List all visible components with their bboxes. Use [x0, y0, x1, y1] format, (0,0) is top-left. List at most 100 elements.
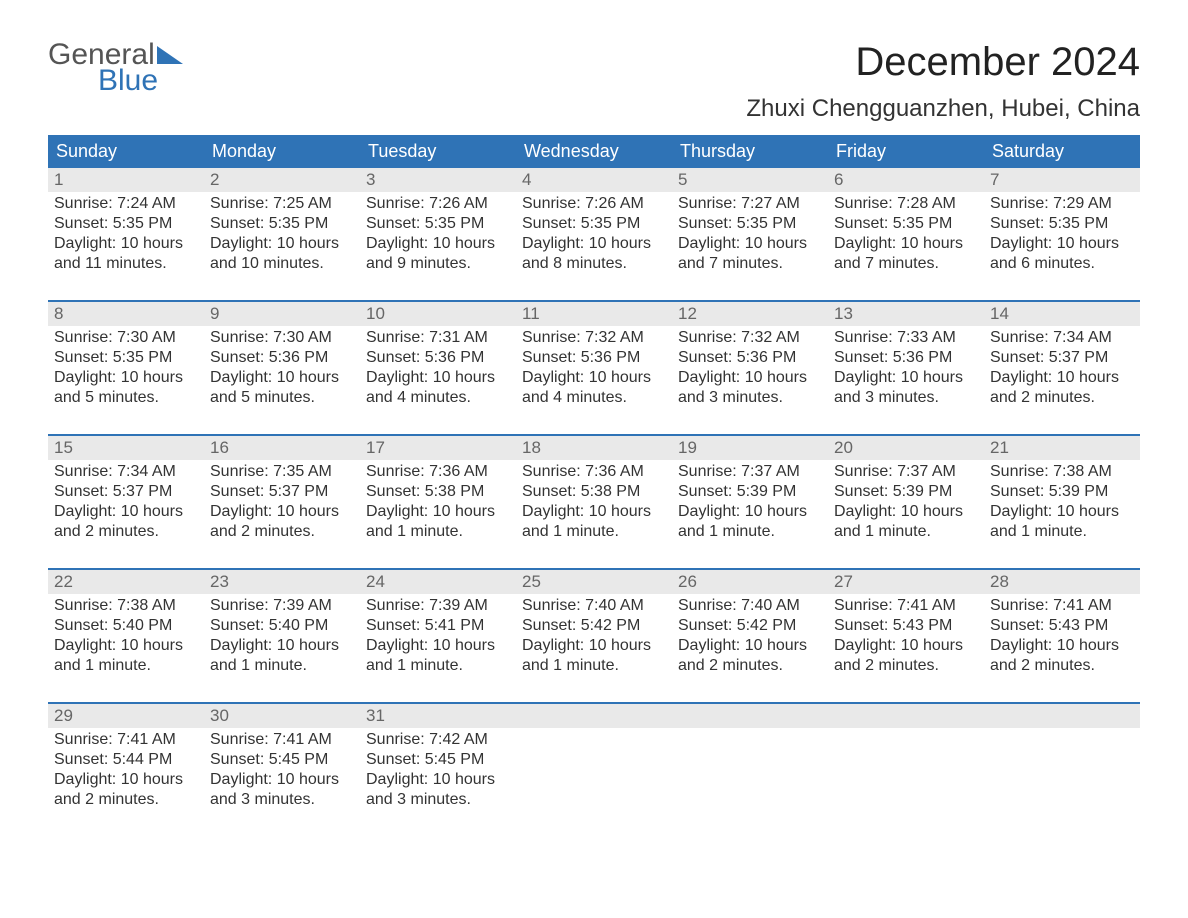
daylight-line-1: Daylight: 10 hours [210, 502, 354, 522]
dow-friday: Friday [828, 137, 984, 168]
sunrise-line: Sunrise: 7:40 AM [678, 596, 822, 616]
daylight-line-1: Daylight: 10 hours [366, 636, 510, 656]
day-number: 31 [360, 704, 516, 728]
day-number: 24 [360, 570, 516, 594]
daylight-line-1: Daylight: 10 hours [54, 502, 198, 522]
daylight-line-2: and 1 minute. [366, 522, 510, 542]
day-number-band: 15161718192021 [48, 436, 1140, 460]
sunset-line: Sunset: 5:36 PM [522, 348, 666, 368]
daylight-line-2: and 1 minute. [54, 656, 198, 676]
daylight-line-1: Daylight: 10 hours [210, 368, 354, 388]
day-number: 15 [48, 436, 204, 460]
day-cell: Sunrise: 7:33 AMSunset: 5:36 PMDaylight:… [828, 326, 984, 434]
day-number: 26 [672, 570, 828, 594]
sunrise-line: Sunrise: 7:39 AM [210, 596, 354, 616]
day-number: 22 [48, 570, 204, 594]
day-number: 7 [984, 168, 1140, 192]
day-cell: Sunrise: 7:39 AMSunset: 5:41 PMDaylight:… [360, 594, 516, 702]
sunset-line: Sunset: 5:35 PM [522, 214, 666, 234]
day-number-band: 22232425262728 [48, 570, 1140, 594]
day-cell: Sunrise: 7:36 AMSunset: 5:38 PMDaylight:… [360, 460, 516, 568]
day-cell: Sunrise: 7:37 AMSunset: 5:39 PMDaylight:… [672, 460, 828, 568]
logo-word-blue: Blue [98, 66, 183, 96]
title-block: December 2024 Zhuxi Chengguanzhen, Hubei… [746, 40, 1140, 123]
sunset-line: Sunset: 5:35 PM [834, 214, 978, 234]
sunrise-line: Sunrise: 7:32 AM [522, 328, 666, 348]
header: General Blue December 2024 Zhuxi Chenggu… [48, 40, 1140, 123]
week-row: 293031Sunrise: 7:41 AMSunset: 5:44 PMDay… [48, 702, 1140, 836]
sunrise-line: Sunrise: 7:41 AM [834, 596, 978, 616]
daylight-line-2: and 3 minutes. [834, 388, 978, 408]
daylight-line-2: and 2 minutes. [678, 656, 822, 676]
sunrise-line: Sunrise: 7:32 AM [678, 328, 822, 348]
daylight-line-1: Daylight: 10 hours [678, 368, 822, 388]
calendar: Sunday Monday Tuesday Wednesday Thursday… [48, 135, 1140, 836]
sunset-line: Sunset: 5:35 PM [54, 348, 198, 368]
day-number: 13 [828, 302, 984, 326]
weeks-container: 1234567Sunrise: 7:24 AMSunset: 5:35 PMDa… [48, 168, 1140, 836]
day-number: 17 [360, 436, 516, 460]
dow-thursday: Thursday [672, 137, 828, 168]
daylight-line-2: and 8 minutes. [522, 254, 666, 274]
day-number-band: 1234567 [48, 168, 1140, 192]
daylight-line-2: and 5 minutes. [210, 388, 354, 408]
daylight-line-1: Daylight: 10 hours [990, 368, 1134, 388]
sunrise-line: Sunrise: 7:37 AM [678, 462, 822, 482]
day-number: 6 [828, 168, 984, 192]
daylight-line-2: and 2 minutes. [54, 790, 198, 810]
daylight-line-1: Daylight: 10 hours [834, 368, 978, 388]
sunrise-line: Sunrise: 7:28 AM [834, 194, 978, 214]
day-number: 21 [984, 436, 1140, 460]
day-number: 25 [516, 570, 672, 594]
sunset-line: Sunset: 5:35 PM [210, 214, 354, 234]
day-number: 28 [984, 570, 1140, 594]
day-number: 12 [672, 302, 828, 326]
day-cell: Sunrise: 7:42 AMSunset: 5:45 PMDaylight:… [360, 728, 516, 836]
day-number: 20 [828, 436, 984, 460]
week-row: 15161718192021Sunrise: 7:34 AM Sunset: 5:… [48, 434, 1140, 568]
day-cell: Sunrise: 7:40 AMSunset: 5:42 PMDaylight:… [672, 594, 828, 702]
sunset-line: Sunset: 5:35 PM [366, 214, 510, 234]
week-row: 22232425262728Sunrise: 7:38 AMSunset: 5:… [48, 568, 1140, 702]
day-cell: Sunrise: 7:30 AMSunset: 5:35 PMDaylight:… [48, 326, 204, 434]
sunset-line: Sunset: 5:39 PM [678, 482, 822, 502]
daylight-line-2: and 1 minute. [366, 656, 510, 676]
day-cell: Sunrise: 7:32 AMSunset: 5:36 PMDaylight:… [672, 326, 828, 434]
day-cell: Sunrise: 7:27 AMSunset: 5:35 PMDaylight:… [672, 192, 828, 300]
daylight-line-2: and 2 minutes. [834, 656, 978, 676]
sunset-line: Sunset: 5:35 PM [678, 214, 822, 234]
sunset-line: Sunset: 5:38 PM [522, 482, 666, 502]
sunset-line: Sunset: 5:38 PM [366, 482, 510, 502]
daylight-line-2: and 6 minutes. [990, 254, 1134, 274]
daylight-line-1: Daylight: 10 hours [366, 502, 510, 522]
day-cell: Sunrise: 7:38 AMSunset: 5:39 PMDaylight:… [984, 460, 1140, 568]
sunset-line: Sunset: 5:37 PM [210, 482, 354, 502]
day-number-band: 891011121314 [48, 302, 1140, 326]
day-cell: Sunrise: 7:39 AMSunset: 5:40 PMDaylight:… [204, 594, 360, 702]
sunrise-line: Sunrise: 7:25 AM [210, 194, 354, 214]
sunset-line: Sunset: 5:39 PM [990, 482, 1134, 502]
sunrise-line: Sunrise: 7:34 AM [54, 462, 198, 482]
daylight-line-1: Daylight: 10 hours [210, 636, 354, 656]
daylight-line-1: Daylight: 10 hours [210, 770, 354, 790]
day-cell: Sunrise: 7:40 AMSunset: 5:42 PMDaylight:… [516, 594, 672, 702]
daylight-line-1: Daylight: 10 hours [366, 368, 510, 388]
daylight-line-2: and 4 minutes. [522, 388, 666, 408]
sunset-line: Sunset: 5:44 PM [54, 750, 198, 770]
daylight-line-2: and 1 minute. [678, 522, 822, 542]
day-cell: Sunrise: 7:38 AMSunset: 5:40 PMDaylight:… [48, 594, 204, 702]
sunset-line: Sunset: 5:36 PM [210, 348, 354, 368]
daylight-line-2: and 2 minutes. [990, 656, 1134, 676]
daylight-line-2: and 10 minutes. [210, 254, 354, 274]
dow-saturday: Saturday [984, 137, 1140, 168]
week-row: 1234567Sunrise: 7:24 AMSunset: 5:35 PMDa… [48, 168, 1140, 300]
day-number: 23 [204, 570, 360, 594]
sunset-line: Sunset: 5:35 PM [990, 214, 1134, 234]
location-label: Zhuxi Chengguanzhen, Hubei, China [746, 95, 1140, 123]
day-cell: Sunrise: 7:26 AMSunset: 5:35 PMDaylight:… [516, 192, 672, 300]
day-number: 1 [48, 168, 204, 192]
day-cell: Sunrise: 7:28 AMSunset: 5:35 PMDaylight:… [828, 192, 984, 300]
sunrise-line: Sunrise: 7:27 AM [678, 194, 822, 214]
sunrise-line: Sunrise: 7:41 AM [210, 730, 354, 750]
daylight-line-1: Daylight: 10 hours [834, 502, 978, 522]
